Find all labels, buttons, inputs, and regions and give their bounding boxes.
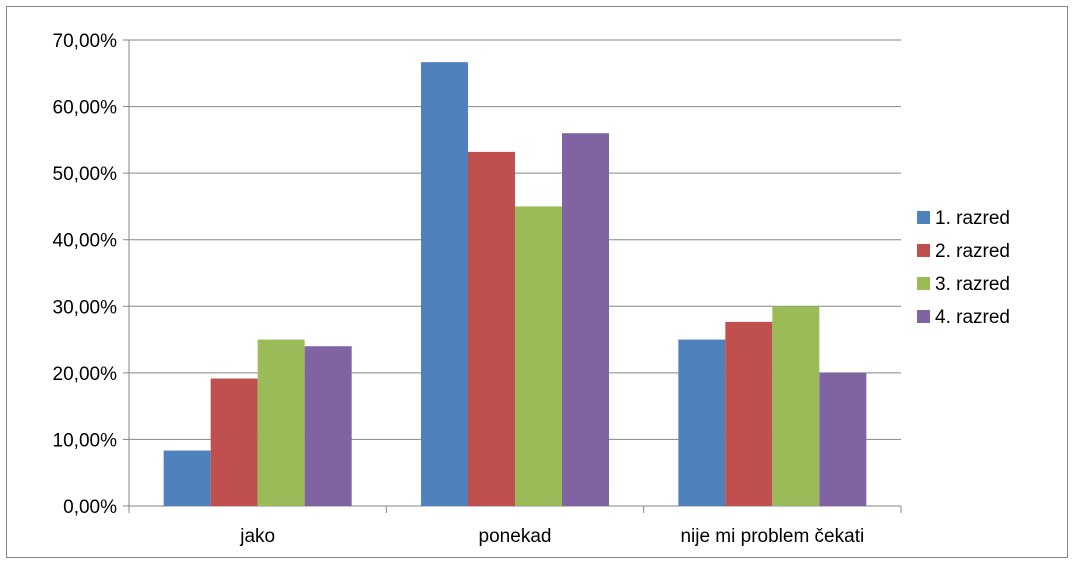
legend-swatch	[917, 310, 930, 323]
y-tick-label: 10,00%	[53, 430, 118, 451]
y-tick-label: 40,00%	[53, 231, 118, 252]
bar	[725, 321, 773, 506]
bar	[772, 306, 820, 506]
bar	[210, 378, 258, 506]
legend-swatch	[917, 277, 930, 290]
bar	[421, 62, 468, 507]
bar	[163, 450, 211, 506]
bar	[678, 339, 726, 506]
bar	[257, 339, 305, 506]
y-tick-label: 30,00%	[53, 297, 118, 318]
legend-label: 4. razred	[935, 307, 1010, 328]
bar	[304, 346, 352, 506]
legend-swatch	[917, 211, 930, 224]
legend-label: 3. razred	[935, 274, 1010, 295]
bar	[819, 372, 867, 506]
y-tick-label: 70,00%	[53, 31, 118, 52]
legend-label: 1. razred	[935, 208, 1010, 229]
y-tick-label: 0,00%	[63, 497, 117, 518]
bar	[562, 133, 609, 506]
y-tick-label: 20,00%	[53, 364, 118, 385]
legend-swatch	[917, 244, 930, 257]
x-tick-label: jako	[239, 526, 275, 547]
bar	[515, 206, 562, 506]
x-tick-label: ponekad	[479, 526, 552, 547]
y-tick-label: 50,00%	[53, 164, 118, 185]
legend-label: 2. razred	[935, 241, 1010, 262]
bar	[468, 151, 515, 507]
x-tick-label: nije mi problem čekati	[680, 526, 864, 547]
y-tick-label: 60,00%	[53, 98, 118, 119]
